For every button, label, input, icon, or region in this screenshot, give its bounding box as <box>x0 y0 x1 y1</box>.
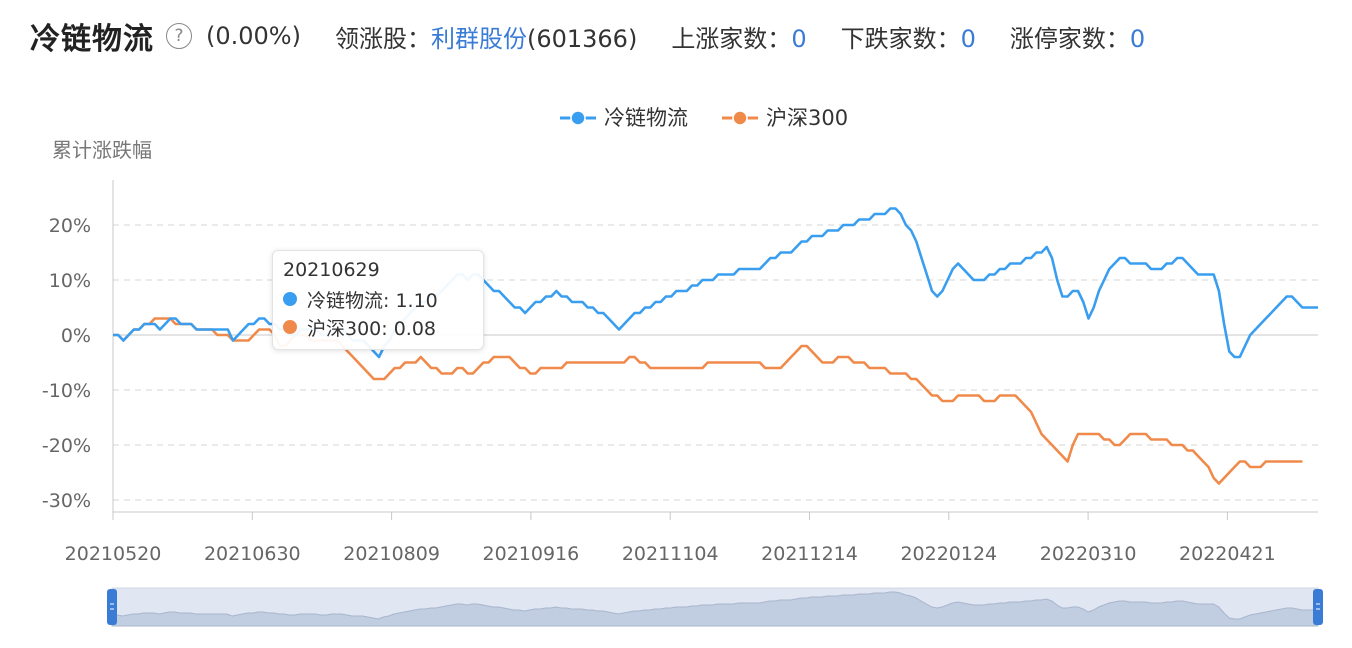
y-tick-label: -30% <box>42 490 91 512</box>
limit-label: 涨停家数： <box>1009 24 1130 53</box>
y-tick-label: 10% <box>49 270 91 292</box>
x-tick-label: 20220310 <box>1040 543 1137 565</box>
tooltip-row-index: 沪深300: 0.08 <box>283 313 473 341</box>
leader-code: (601366) <box>526 24 638 53</box>
x-tick-label: 20220124 <box>900 543 997 565</box>
chart-tooltip: 20210629 冷链物流: 1.10 沪深300: 0.08 <box>272 250 484 350</box>
y-axis-title: 累计涨跌幅 <box>52 138 152 162</box>
tooltip-row-sector: 冷链物流: 1.10 <box>283 285 473 313</box>
x-tick-label: 20210520 <box>65 543 162 565</box>
slider-selection <box>112 588 1318 626</box>
limit-value: 0 <box>1129 24 1146 53</box>
leader-label: 领涨股： <box>334 24 431 53</box>
tooltip-index-value: 沪深300: 0.08 <box>307 317 437 340</box>
slider-handle[interactable] <box>1313 589 1323 625</box>
up-count: 上涨家数：0 <box>671 19 806 54</box>
x-tick-label: 20211104 <box>622 543 719 565</box>
y-tick-label: 0% <box>61 325 91 347</box>
tooltip-date: 20210629 <box>283 259 380 281</box>
x-tick-label: 20210916 <box>483 543 580 565</box>
header-bar: 冷链物流 ? (0.00%) 领涨股：利群股份(601366) 上涨家数：0 下… <box>30 14 1145 58</box>
tooltip-dot-index <box>283 320 297 334</box>
help-icon[interactable]: ? <box>166 23 192 49</box>
limit-up-count: 涨停家数：0 <box>1010 19 1145 54</box>
data-zoom-slider[interactable] <box>107 587 1323 627</box>
down-value: 0 <box>960 24 976 53</box>
sector-title: 冷链物流 <box>30 22 154 57</box>
x-tick-label: 20211214 <box>761 543 858 565</box>
down-label: 下跌家数： <box>840 24 961 53</box>
up-value: 0 <box>791 24 807 53</box>
leader-stock: 领涨股：利群股份(601366) <box>335 19 637 54</box>
y-tick-label: 20% <box>49 215 91 237</box>
tooltip-sector-value: 冷链物流: 1.10 <box>307 289 438 312</box>
leader-stock-link[interactable]: 利群股份 <box>430 24 527 53</box>
x-tick-label: 20210630 <box>204 543 301 565</box>
x-tick-label: 20210809 <box>343 543 440 565</box>
x-tick-label: 20220421 <box>1179 543 1276 565</box>
slider-handle[interactable] <box>107 589 117 625</box>
down-count: 下跌家数：0 <box>841 19 976 54</box>
x-axis: 20210520 20210630 20210809 20210916 20211104… <box>65 180 1318 565</box>
up-label: 上涨家数： <box>671 24 792 53</box>
change-percent: (0.00%) <box>206 22 301 50</box>
chart-legend[interactable]: 冷链物流 沪深300 <box>560 106 848 130</box>
legend-label: 冷链物流 <box>604 106 688 130</box>
tooltip-dot-sector <box>283 292 297 306</box>
y-tick-label: -20% <box>42 435 91 457</box>
legend-marker <box>732 110 748 126</box>
legend-marker <box>570 110 586 126</box>
y-axis-ticks: 20% 10% 0% -10% -20% -30% <box>42 215 91 512</box>
slider-preview-area <box>111 591 1319 627</box>
y-tick-label: -10% <box>42 380 91 402</box>
legend-label: 沪深300 <box>766 106 848 130</box>
